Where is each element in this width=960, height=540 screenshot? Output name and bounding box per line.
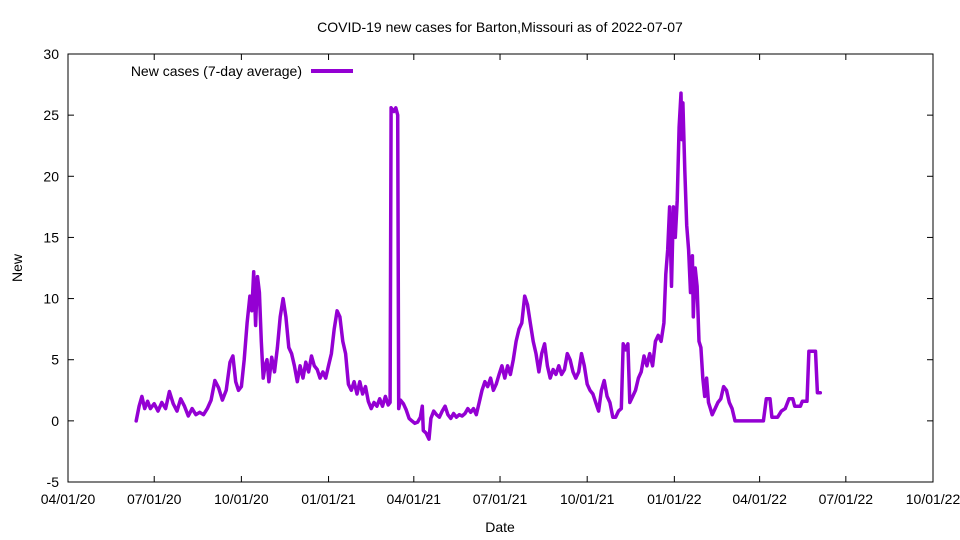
- y-tick-label: 15: [43, 229, 59, 245]
- y-tick-label: 10: [43, 291, 59, 307]
- y-tick-label: 5: [51, 352, 59, 368]
- x-tick-label: 07/01/22: [819, 491, 874, 507]
- x-tick-label: 01/01/22: [647, 491, 702, 507]
- x-tick-label: 04/01/22: [732, 491, 787, 507]
- x-tick-label: 10/01/22: [906, 491, 960, 507]
- x-tick-label: 04/01/21: [387, 491, 442, 507]
- x-tick-label: 10/01/20: [214, 491, 269, 507]
- y-tick-label: -5: [47, 474, 60, 490]
- y-tick-label: 20: [43, 168, 59, 184]
- plot-frame: [67, 53, 934, 483]
- x-tick-label: 01/01/21: [301, 491, 356, 507]
- y-tick-labels: -5 0 5 10 15 20 25 30: [43, 46, 59, 490]
- x-tick-label: 04/01/20: [41, 491, 96, 507]
- x-tick-label: 07/01/21: [473, 491, 528, 507]
- y-tick-label: 30: [43, 46, 59, 62]
- legend-label: New cases (7-day average): [131, 63, 302, 79]
- y-tick-label: 25: [43, 107, 59, 123]
- series-line-0: [134, 91, 823, 441]
- x-tick-labels: 04/01/20 07/01/20 10/01/20 01/01/21 04/01/21…: [41, 491, 960, 507]
- y-tick-label: 0: [51, 413, 59, 429]
- x-axis-label: Date: [485, 519, 515, 535]
- x-tick-label: 07/01/20: [127, 491, 182, 507]
- chart-title: COVID-19 new cases for Barton,Missouri a…: [317, 19, 683, 35]
- legend: New cases (7-day average): [131, 63, 353, 79]
- x-tick-label: 10/01/21: [560, 491, 615, 507]
- y-axis-label: New: [9, 253, 25, 282]
- series-group: [134, 91, 823, 441]
